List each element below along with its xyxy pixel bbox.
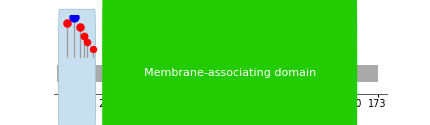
Bar bbox=[58, 65, 378, 82]
FancyBboxPatch shape bbox=[102, 0, 357, 125]
Point bbox=[77, 26, 83, 28]
Point bbox=[84, 41, 91, 43]
FancyBboxPatch shape bbox=[58, 9, 95, 125]
Point bbox=[89, 48, 96, 50]
Text: Membrane-associating domain: Membrane-associating domain bbox=[144, 68, 316, 78]
Bar bbox=[355, 65, 378, 82]
Point bbox=[71, 16, 78, 18]
Point bbox=[80, 35, 87, 37]
Point bbox=[63, 22, 70, 24]
